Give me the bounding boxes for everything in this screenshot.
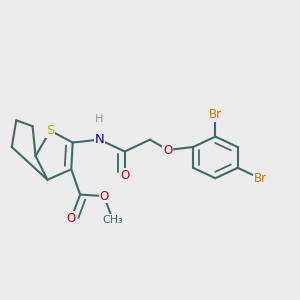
Text: CH₃: CH₃ (103, 215, 123, 225)
Text: O: O (163, 143, 172, 157)
Text: H: H (95, 114, 104, 124)
Text: Br: Br (254, 172, 266, 185)
Text: O: O (120, 169, 129, 182)
Text: N: N (94, 133, 104, 146)
Text: Br: Br (209, 108, 222, 121)
Text: O: O (67, 212, 76, 225)
Text: O: O (99, 190, 109, 202)
Text: S: S (46, 124, 55, 137)
